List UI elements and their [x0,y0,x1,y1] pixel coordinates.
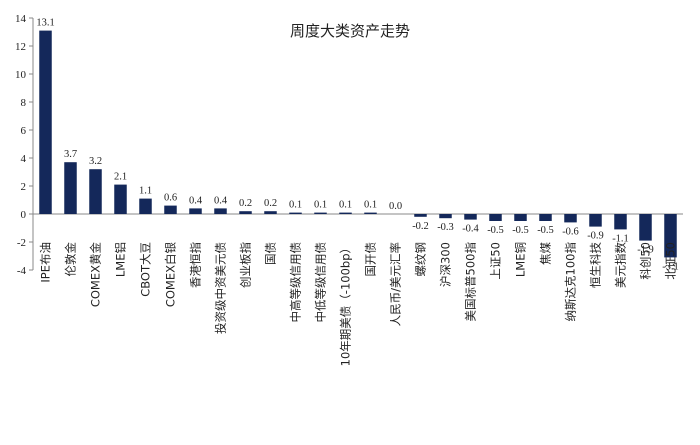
data-label: -0.6 [562,226,579,237]
bars [39,30,677,258]
category-label: CBOT大豆 [139,242,153,297]
bar [214,208,227,214]
data-label: 0.2 [264,198,277,209]
bar [464,214,477,220]
category-label: COMEX黄金 [89,242,103,308]
bar [339,212,352,214]
category-label: 科创50 [639,242,653,280]
y-tick-label: 0 [21,209,27,221]
category-label: 上证50 [489,242,503,280]
bar [139,198,152,214]
y-tick-label: 14 [15,13,27,25]
category-label: 焦煤 [539,242,553,265]
bar [414,214,427,217]
data-label: -1.9 [637,245,654,256]
chart-title: 周度大类资产走势 [290,22,410,40]
data-label: -3.1 [662,261,679,272]
category-label: 创业板指 [239,242,253,288]
category-label: 香港恒指 [189,242,203,288]
category-label: LME铜 [514,242,528,277]
data-label: 0.2 [239,198,252,209]
category-label: 纳斯达克100指 [564,242,578,321]
data-label: -0.3 [437,222,454,233]
y-tick-label: 6 [21,125,27,137]
category-label: 中高等级信用债 [289,242,303,323]
category-label: COMEX白银 [164,242,178,308]
data-label: -1.1 [612,233,629,244]
category-label: LME铝 [114,242,128,277]
category-label: 美国标普500指 [464,242,478,321]
data-label: 0.1 [339,200,352,211]
y-tick-label: 12 [15,41,26,53]
category-label: 沪深300 [439,242,453,287]
data-label: 1.1 [139,186,152,197]
category-label: 国债 [264,242,278,265]
data-label: 0.1 [289,200,302,211]
data-label: 3.7 [64,149,77,160]
bar [439,214,452,219]
data-label: 3.2 [89,156,102,167]
bar [264,211,277,214]
category-labels: IPE布油 伦敦金 COMEX黄金 LME铝 CBOT大豆 COMEX白银 香港恒指 投资级中… [39,242,678,367]
y-tick-label: -2 [17,237,26,249]
data-label: -0.5 [512,225,529,236]
data-label: -0.9 [587,231,604,242]
axes: -4 -2 0 2 4 6 8 10 12 14 [15,13,683,277]
category-label: 伦敦金 [64,242,78,277]
y-tick-label: 8 [21,97,27,109]
bar [64,162,77,214]
bar [489,214,502,221]
data-label: -0.5 [537,225,554,236]
data-label: -0.4 [462,224,479,235]
data-labels: 13.1 3.7 3.2 2.1 1.1 0.6 0.4 0.4 0.2 0.2 0.1 0.1 0.1… [36,18,679,273]
data-label: 0.1 [314,200,327,211]
bar [639,214,652,241]
category-label: IPE布油 [39,242,53,283]
data-label: 0.4 [214,195,228,206]
data-label: 2.1 [114,172,127,183]
bar [589,214,602,227]
bar [164,205,177,214]
category-label: 恒生科技 [589,242,603,288]
data-label: 0.0 [389,201,402,212]
y-tick-label: -4 [17,265,27,277]
bar [114,184,127,214]
bar [564,214,577,223]
bar [289,212,302,214]
bar [239,211,252,214]
category-label: 螺纹钢 [414,242,428,277]
category-label: 投资级中资美元债 [214,242,228,334]
bar [364,212,377,214]
data-label: -0.2 [412,221,429,232]
bar [189,208,202,214]
bar [614,214,627,230]
category-label: 人民币/美元汇率 [389,242,403,326]
bar [539,214,552,221]
data-label: 13.1 [36,18,54,29]
bar [314,212,327,214]
category-label: 10年期美债（-100bp） [339,242,353,366]
category-label: 北证50 [664,242,678,280]
data-label: 0.4 [189,195,203,206]
y-tick-label: 2 [21,181,27,193]
category-label: 美元指数 [614,242,628,288]
bar [514,214,527,221]
category-label: 中低等级信用债 [314,242,328,323]
data-label: -0.5 [487,225,504,236]
y-tick-label: 10 [15,69,27,81]
bar [39,30,52,214]
bar [89,169,102,214]
bar [664,214,677,258]
category-label: 国开债 [364,242,378,277]
y-tick-label: 4 [21,153,27,165]
data-label: 0.1 [364,200,377,211]
data-label: 0.6 [164,193,177,204]
